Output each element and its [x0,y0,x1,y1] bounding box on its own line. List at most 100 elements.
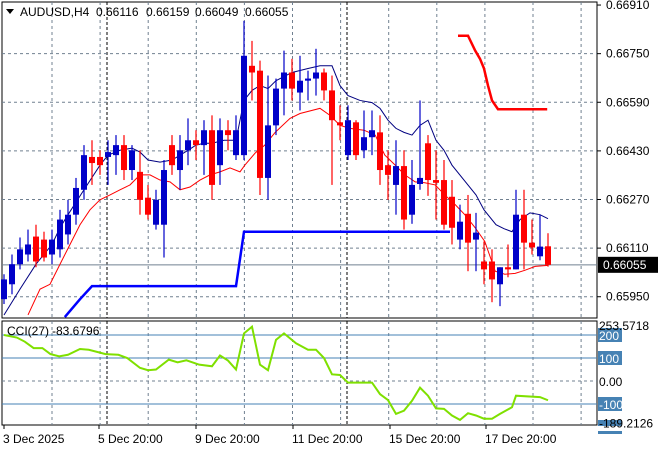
candle-body [385,165,391,175]
candle-body [537,246,543,257]
candle-body [449,196,455,228]
candle-body [121,145,127,171]
candle-body [73,187,79,215]
candle-body [65,214,71,235]
current-price-label: 0.66055 [603,258,647,272]
time-tick-label: 3 Dec 2025 [3,432,65,446]
candle-body [289,72,295,89]
candle-bearish [337,105,343,141]
candle-body [217,130,223,166]
candle-bullish [513,189,519,270]
candle-body [129,150,135,171]
candle-body [377,132,383,171]
candle-bullish [153,189,159,230]
candle-bearish [289,58,295,101]
cci-grid [1,320,598,426]
candle-body [177,150,183,171]
candle-body [465,213,471,243]
cci-level-label: 100 [599,352,619,366]
symbol-label: AUDUSD,H4 [20,5,90,19]
candle-body [545,246,551,265]
candle-body [393,166,399,185]
candle-body [265,125,271,178]
step-red-line [458,34,548,111]
cci-line [3,324,549,422]
cci-title: CCI(27) [7,324,49,338]
candle-body [361,137,367,151]
indicator-overlays [3,34,549,318]
cci-level-label: -100 [599,398,623,412]
candle-body [81,155,87,190]
candle-bullish [201,120,207,175]
candle-body [497,267,503,285]
candle-body [273,88,279,126]
price-tick-label: 0.66910 [606,0,650,12]
cci-series [3,324,549,422]
cci-level-label: 0.00 [599,375,623,389]
candle-body [25,244,31,255]
time-tick-label: 15 Dec 20:00 [389,432,461,446]
candle-body [41,239,47,258]
candle-bullish [73,177,79,225]
candle-body [305,78,311,81]
candle-bullish [457,204,463,250]
candle-bullish [537,214,543,261]
cci-level-box [598,328,622,342]
candle-bullish [161,160,167,258]
candle-bullish [49,229,55,265]
candle-body [49,239,55,255]
candle-body [193,140,199,146]
cci-min-label: -189.2126 [599,417,653,431]
price-tick-label: 0.65950 [606,290,650,304]
candle-bullish [281,50,287,116]
candle-body [297,80,303,93]
candle-bearish [505,244,511,278]
candle-bearish [137,150,143,215]
candle-bearish [425,135,431,196]
candle-bearish [385,150,391,200]
open-value: 0.66116 [96,5,139,19]
candle-bullish [113,135,119,175]
candle-body [137,171,143,200]
candle-body [249,65,255,73]
candle-body [409,184,415,215]
candle-bullish [177,135,183,190]
candle-body [481,261,487,270]
ma-slow-line [27,107,549,316]
candle-bullish [417,100,423,190]
cci-value: -83.6796 [52,324,100,338]
candle-body [257,70,263,178]
candle-bullish [185,118,191,166]
candle-bearish [145,184,151,220]
candle-bullish [305,70,311,101]
candle-body [473,232,479,240]
candle-body [337,122,343,126]
candle-bearish [225,120,231,151]
candle-bearish [521,189,527,270]
candle-bearish [529,219,535,255]
candle-bearish [169,135,175,175]
triangle-down-icon[interactable] [6,9,14,14]
candle-bullish [273,78,279,136]
candle-body [313,72,319,79]
candle-body [105,152,111,157]
candles [1,20,551,307]
candle-body [441,180,447,225]
candle-bearish [209,115,215,200]
close-value: 0.66055 [245,5,289,19]
candle-bearish [321,68,327,101]
candle-body [433,180,439,183]
time-tick-label: 11 Dec 20:00 [292,432,363,446]
candle-body [185,140,191,151]
low-value: 0.66049 [195,5,239,19]
price-tick-label: 0.66110 [606,241,649,255]
axes: 0.66910 0.66750 0.66590 0.66430 0.66270 0.661… [3,0,660,446]
candle-bullish [81,145,87,200]
candle-body [113,145,119,156]
cci-header: CCI(27) -83.6796 [7,324,100,338]
candle-bearish [257,60,263,195]
candle-bullish [217,118,223,185]
candle-bullish [57,209,63,258]
candle-bearish [97,150,103,175]
